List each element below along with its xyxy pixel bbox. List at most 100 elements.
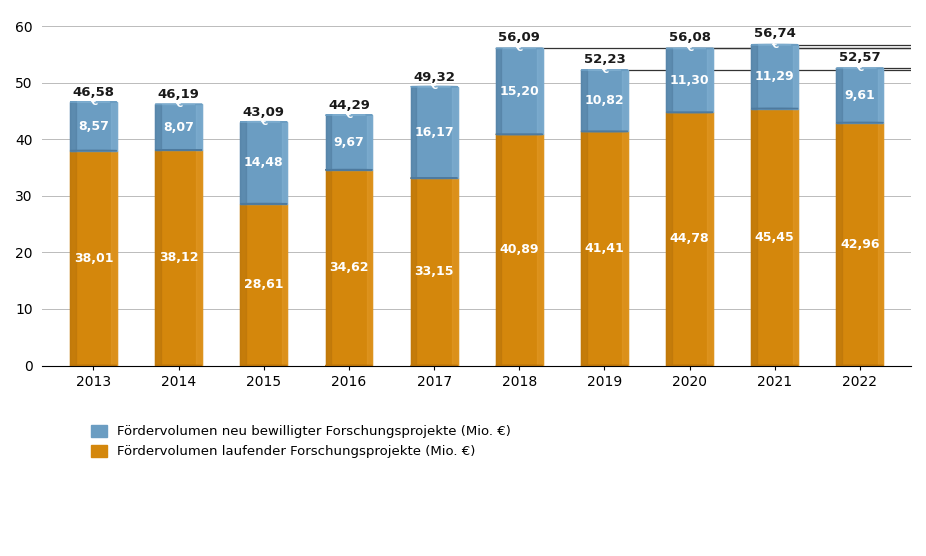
- Text: 38,12: 38,12: [159, 251, 198, 264]
- Bar: [666, 48, 671, 112]
- Text: 41,41: 41,41: [584, 242, 624, 255]
- Bar: [836, 123, 842, 365]
- Bar: [156, 105, 161, 150]
- Text: €: €: [175, 99, 182, 109]
- Text: €: €: [345, 110, 353, 120]
- Text: 10,82: 10,82: [584, 95, 624, 107]
- Bar: [196, 105, 202, 150]
- Ellipse shape: [495, 134, 543, 135]
- Ellipse shape: [581, 365, 628, 366]
- Bar: [751, 44, 757, 108]
- Text: €: €: [857, 63, 864, 73]
- Text: 46,19: 46,19: [157, 88, 199, 101]
- Text: 11,30: 11,30: [669, 74, 709, 87]
- Text: 56,74: 56,74: [754, 27, 795, 40]
- Ellipse shape: [241, 365, 287, 366]
- Bar: [241, 122, 246, 204]
- Ellipse shape: [581, 131, 628, 132]
- Bar: [282, 122, 287, 204]
- Bar: [410, 87, 417, 178]
- Text: 45,45: 45,45: [755, 231, 795, 244]
- Ellipse shape: [410, 365, 457, 366]
- Text: 40,89: 40,89: [499, 244, 539, 256]
- Bar: [495, 48, 543, 135]
- Bar: [537, 48, 543, 135]
- Ellipse shape: [495, 48, 543, 49]
- Text: 44,29: 44,29: [328, 99, 369, 112]
- Ellipse shape: [751, 108, 798, 109]
- Bar: [410, 87, 457, 178]
- Ellipse shape: [495, 365, 543, 366]
- Bar: [581, 70, 628, 131]
- Ellipse shape: [70, 150, 117, 151]
- Bar: [410, 178, 457, 365]
- Text: 49,32: 49,32: [413, 71, 455, 83]
- Ellipse shape: [326, 115, 372, 116]
- Bar: [70, 102, 76, 151]
- Bar: [156, 150, 202, 365]
- Text: 9,67: 9,67: [333, 136, 364, 149]
- Bar: [241, 204, 287, 365]
- Text: 28,61: 28,61: [244, 278, 283, 291]
- Bar: [622, 131, 628, 365]
- Ellipse shape: [666, 112, 713, 113]
- Text: 11,29: 11,29: [755, 70, 795, 83]
- Bar: [282, 204, 287, 365]
- Text: 34,62: 34,62: [329, 261, 369, 274]
- Text: 9,61: 9,61: [845, 89, 875, 102]
- Text: €: €: [601, 65, 608, 75]
- Text: €: €: [260, 117, 268, 127]
- Ellipse shape: [836, 122, 883, 123]
- Bar: [581, 70, 586, 131]
- Ellipse shape: [581, 131, 628, 132]
- Text: 52,23: 52,23: [583, 53, 625, 66]
- Bar: [707, 112, 713, 365]
- Bar: [622, 70, 628, 131]
- Ellipse shape: [666, 365, 713, 366]
- Text: 43,09: 43,09: [243, 106, 285, 119]
- Bar: [111, 151, 117, 365]
- Bar: [367, 115, 372, 170]
- Bar: [326, 170, 332, 365]
- Bar: [70, 151, 117, 365]
- Ellipse shape: [326, 365, 372, 366]
- Text: €: €: [771, 39, 779, 49]
- Ellipse shape: [581, 70, 628, 71]
- Bar: [751, 108, 798, 365]
- Bar: [537, 135, 543, 365]
- Bar: [878, 68, 883, 123]
- Bar: [581, 131, 628, 365]
- Ellipse shape: [495, 134, 543, 135]
- Ellipse shape: [666, 112, 713, 113]
- Bar: [878, 123, 883, 365]
- Bar: [836, 68, 842, 123]
- Bar: [326, 115, 372, 170]
- Text: 14,48: 14,48: [244, 156, 283, 170]
- Text: 15,20: 15,20: [499, 85, 539, 98]
- Text: 52,57: 52,57: [839, 51, 881, 64]
- Bar: [111, 102, 117, 151]
- Text: 33,15: 33,15: [414, 265, 454, 279]
- Bar: [70, 102, 117, 151]
- Text: €: €: [431, 82, 438, 92]
- Bar: [156, 150, 161, 365]
- Bar: [495, 135, 502, 365]
- Bar: [452, 87, 457, 178]
- Ellipse shape: [836, 122, 883, 123]
- Text: €: €: [516, 43, 523, 53]
- Ellipse shape: [666, 48, 713, 49]
- Ellipse shape: [410, 86, 457, 87]
- Ellipse shape: [241, 203, 287, 204]
- Bar: [581, 131, 586, 365]
- Text: 38,01: 38,01: [74, 251, 113, 265]
- Ellipse shape: [156, 104, 202, 105]
- Text: €: €: [90, 97, 97, 107]
- Bar: [326, 170, 372, 365]
- Bar: [751, 108, 757, 365]
- Bar: [452, 178, 457, 365]
- Bar: [70, 151, 76, 365]
- Legend: Fördervolumen neu bewilligter Forschungsprojekte (Mio. €), Fördervolumen laufend: Fördervolumen neu bewilligter Forschungs…: [86, 420, 517, 464]
- Bar: [196, 150, 202, 365]
- Ellipse shape: [836, 365, 883, 366]
- Bar: [410, 178, 417, 365]
